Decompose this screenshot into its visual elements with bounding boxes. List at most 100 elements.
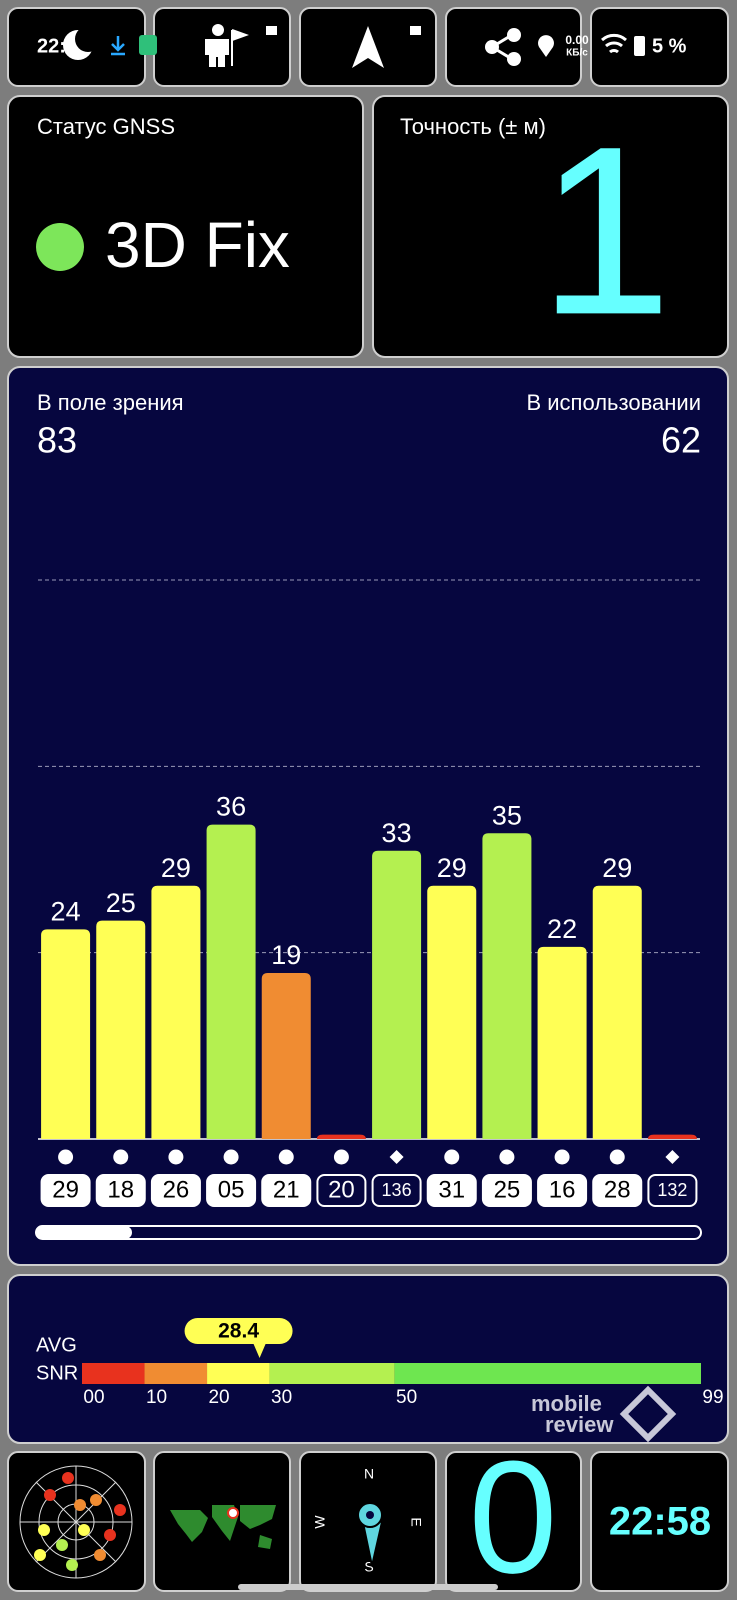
skyplot-dots (34, 1472, 126, 1571)
prn-label: 21 (273, 1176, 300, 1203)
avg-value: 28.4 (218, 1320, 259, 1343)
prn-label: 25 (494, 1176, 521, 1203)
bar (537, 946, 587, 1139)
value-label: 35 (492, 800, 522, 830)
constellation-marker (554, 1149, 570, 1165)
share-icon (507, 28, 521, 42)
in-view: 83 (37, 420, 77, 461)
scrollbar-thumb[interactable] (36, 1226, 132, 1239)
clock-tile[interactable] (590, 1451, 729, 1592)
prn-label: 26 (163, 1176, 190, 1203)
battery: 5 % (652, 35, 687, 57)
prn-label: 05 (218, 1176, 245, 1203)
status-tile (445, 7, 582, 87)
constellation-marker (499, 1149, 515, 1165)
snr-tick-label: 20 (208, 1387, 229, 1408)
net-speed: 0.00 (565, 33, 589, 47)
in-view-label: В поле зрения (37, 390, 184, 415)
share-icon (507, 52, 521, 66)
prn-box (647, 1174, 698, 1207)
accuracy-tile (372, 95, 729, 358)
snr-band (269, 1363, 395, 1384)
prn-box (371, 1174, 422, 1207)
person-icon (212, 24, 224, 36)
skyplot (19, 1465, 133, 1579)
clock: 22:58 (609, 1500, 711, 1544)
prn-label: 29 (52, 1176, 79, 1203)
gnss-tile (7, 95, 364, 358)
bar (41, 929, 91, 1139)
avg-badge (184, 1318, 293, 1358)
home-indicator (238, 1584, 498, 1590)
gnss-label: Статус GNSS (37, 114, 175, 139)
snr-band (207, 1363, 270, 1384)
prn-label: 31 (438, 1176, 465, 1203)
speed: 0 (469, 1427, 558, 1600)
value-label: 29 (161, 853, 191, 883)
value-label: 22 (547, 914, 577, 944)
speed-tile[interactable] (445, 1451, 582, 1592)
compass-needle (366, 1511, 374, 1519)
location-icon (538, 35, 554, 57)
snr-band (394, 1363, 701, 1384)
constellation-marker (665, 1150, 680, 1164)
snr-tick-label: 99 (702, 1387, 723, 1408)
download-icon (111, 36, 125, 56)
in-use-label: В использовании (526, 390, 701, 415)
nav-icon (352, 26, 384, 68)
wifi-icon (601, 33, 627, 54)
bar (151, 885, 201, 1139)
avg-label: AVG (36, 1334, 77, 1356)
gnss-value: 3D Fix (105, 209, 290, 281)
value-label: 25 (106, 888, 136, 918)
constellation-marker (278, 1149, 294, 1165)
prn-label: 136 (382, 1180, 412, 1200)
bar (206, 824, 256, 1139)
watermark: mobile (531, 1391, 602, 1416)
value-label: 29 (437, 853, 467, 883)
watermark: review (545, 1412, 614, 1437)
compass-e: E (408, 1517, 424, 1526)
prn-box (481, 1174, 532, 1207)
compass-s: S (364, 1559, 373, 1575)
value-label: 19 (271, 940, 301, 970)
compass-n: N (364, 1466, 374, 1482)
value-label: 29 (602, 853, 632, 883)
prn-box (316, 1174, 367, 1207)
constellation-marker (223, 1149, 239, 1165)
bar (592, 885, 642, 1139)
prn-box (426, 1174, 477, 1207)
app-icon (139, 35, 157, 55)
net-unit: КБ/с (566, 48, 588, 59)
snr-band (82, 1363, 145, 1384)
prn-label: 18 (107, 1176, 134, 1203)
snr-chart: 24 29 25 18 29 26 36 05 19 21 20 33 136 29 31 35 25 22 16 2… (38, 579, 700, 1207)
bar (96, 920, 146, 1139)
prn-label: 132 (657, 1180, 687, 1200)
watermark-logo (619, 1385, 677, 1443)
person-icon (205, 29, 249, 67)
prn-box (40, 1174, 91, 1207)
prn-label: 28 (604, 1176, 631, 1203)
prn-box (592, 1174, 643, 1207)
snr-panel (7, 1274, 729, 1444)
lock-icon (266, 26, 277, 35)
constellation-marker (113, 1149, 129, 1165)
snr-tick-label: 00 (83, 1387, 104, 1408)
snr-tick-label: 30 (271, 1387, 292, 1408)
snr-tick-label: 50 (396, 1387, 417, 1408)
share-icon (485, 40, 499, 54)
compass-w: W (312, 1515, 328, 1529)
snr-scale: 00 10 20 30 50 99 28.4 (82, 1318, 724, 1408)
value-label: 36 (216, 792, 246, 822)
snr-label: SNR (36, 1362, 78, 1384)
accuracy-label: Точность (± м) (400, 114, 546, 139)
value-label: 24 (51, 897, 81, 927)
snr-band (144, 1363, 208, 1384)
bar (427, 885, 477, 1139)
constellation-marker (58, 1149, 74, 1165)
value-label: 33 (382, 818, 412, 848)
fix-indicator (36, 223, 84, 271)
